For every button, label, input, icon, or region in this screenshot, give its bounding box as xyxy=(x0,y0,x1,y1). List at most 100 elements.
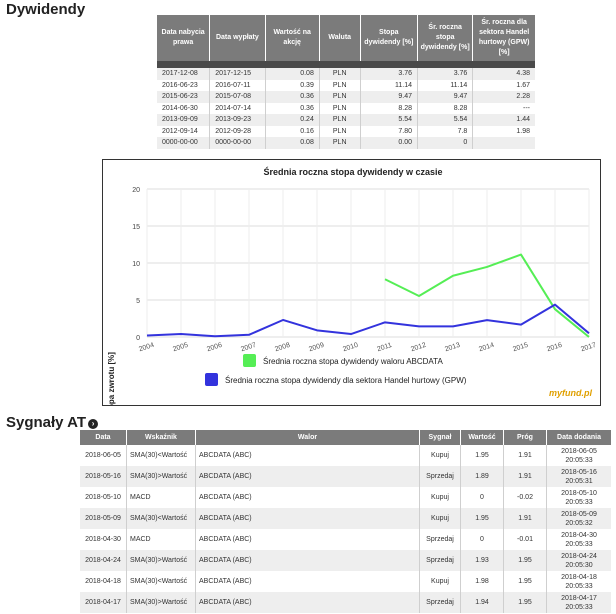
dividend-cell: 9.47 xyxy=(360,91,418,103)
col-header-avg-yield: Śr. roczna stopa dywidendy [%] xyxy=(417,15,474,61)
dividend-cell: PLN xyxy=(319,68,361,80)
signal-cell: Kupuj xyxy=(419,487,461,508)
signal-cell: 1.94 xyxy=(460,592,504,613)
x-tick-label: 2015 xyxy=(512,342,529,354)
signal-cell: Kupuj xyxy=(419,508,461,529)
dividend-row: 2014-06-30 2014-07-14 0.36 PLN 8.28 8.28 --- xyxy=(157,102,535,114)
signal-cell: 2018-05-16 xyxy=(80,466,127,487)
signal-cell: 1.95 xyxy=(460,445,504,466)
col-header-value: Wartość xyxy=(460,430,504,445)
signal-cell: 2018-04-17 xyxy=(80,592,127,613)
dividend-cell: 0.36 xyxy=(265,91,320,103)
legend-swatch xyxy=(205,373,218,386)
signal-row: 2018-06-05 SMA(30)<Wartość ABCDATA (ABC) Ku… xyxy=(80,445,611,466)
dividend-cell: 0.00 xyxy=(360,137,418,149)
signal-cell: -0.01 xyxy=(503,529,547,550)
signal-cell: 2018-05-09 xyxy=(80,508,127,529)
signal-cell: Sprzedaj xyxy=(419,550,461,571)
col-header-date: Data xyxy=(80,430,127,445)
x-tick-label: 2007 xyxy=(240,342,257,354)
x-tick-label: 2013 xyxy=(444,342,461,354)
signal-cell: 1.91 xyxy=(503,445,547,466)
col-header-payment-date: Data wypłaty xyxy=(209,15,266,61)
dividend-row: 2017-12-08 2017-12-15 0.08 PLN 3.76 3.76 4.38 xyxy=(157,68,535,80)
dividend-cell: 0.36 xyxy=(265,102,320,114)
myfund-watermark: myfund.pl xyxy=(549,388,592,398)
signal-cell: 2018-04-30 xyxy=(80,529,127,550)
col-header-dividend-yield: Stopa dywidendy [%] xyxy=(360,15,418,61)
signal-cell: MACD xyxy=(126,487,196,508)
chart-y-axis-label: Stopa zwrotu [%] xyxy=(107,352,116,405)
dividend-cell: 5.54 xyxy=(417,114,474,126)
y-tick-label: 0 xyxy=(136,335,140,342)
col-header-value-per-share: Wartość na akcję xyxy=(265,15,320,61)
x-tick-label: 2005 xyxy=(172,342,189,354)
signal-cell: 2018-05-10 xyxy=(80,487,127,508)
dividend-row: 2013-09-09 2013-09-23 0.24 PLN 5.54 5.54 1.44 xyxy=(157,114,535,126)
dividend-cell xyxy=(472,137,535,149)
dividend-cell: 11.14 xyxy=(360,79,418,91)
signal-cell: 2018-04-24 xyxy=(80,550,127,571)
dividend-cell: 0000-00-00 xyxy=(209,137,266,149)
dividend-row: 2016-06-23 2016-07-11 0.39 PLN 11.14 11.14 1.6… xyxy=(157,79,535,91)
signal-cell: Kupuj xyxy=(419,571,461,592)
signal-cell: SMA(30)>Wartość xyxy=(126,466,196,487)
signal-row: 2018-04-24 SMA(30)>Wartość ABCDATA (ABC) Sp… xyxy=(80,550,611,571)
dividend-cell: PLN xyxy=(319,114,361,126)
dividend-cell: 2017-12-15 xyxy=(209,68,266,80)
signal-cell: ABCDATA (ABC) xyxy=(195,487,420,508)
dividend-cell: 2015-06-23 xyxy=(157,91,211,103)
signal-row: 2018-04-17 SMA(30)>Wartość ABCDATA (ABC) Sp… xyxy=(80,592,611,613)
dividend-cell: 1.67 xyxy=(516,81,530,89)
signal-cell: 1.89 xyxy=(460,466,504,487)
signal-cell: 2018-05-09 20:05:32 xyxy=(546,508,611,529)
dividend-cell: 2012-09-14 xyxy=(157,125,211,137)
dividend-cell: PLN xyxy=(319,91,361,103)
dividend-cell: 0.08 xyxy=(265,68,320,80)
col-header-indicator: Wskaźnik xyxy=(126,430,196,445)
dividend-cell: 2015-07-08 xyxy=(209,91,266,103)
signal-cell: ABCDATA (ABC) xyxy=(195,445,420,466)
col-header-added-date: Data dodania xyxy=(546,430,611,445)
x-tick-label: 2010 xyxy=(342,342,359,354)
dividend-cell: 2017-12-08 xyxy=(157,68,211,80)
legend-label: Średnia roczna stopa dywidendy dla sekto… xyxy=(225,376,467,385)
dividend-cell: 0.24 xyxy=(265,114,320,126)
arrow-right-icon[interactable]: › xyxy=(88,419,99,429)
signal-cell: 2018-04-18 xyxy=(80,571,127,592)
signal-cell: 2018-06-05 xyxy=(80,445,127,466)
signal-cell: 0 xyxy=(460,529,504,550)
dividend-row: 0000-00-00 0000-00-00 0.08 PLN 0.00 0 xyxy=(157,137,535,149)
col-header-record-date: Data nabycia prawa xyxy=(157,15,211,61)
signals-heading[interactable]: Sygnały AT › xyxy=(6,414,99,431)
dividend-cell: PLN xyxy=(319,102,361,114)
dividend-cell: 3.76 xyxy=(417,68,474,80)
signal-cell: 2018-04-17 20:05:33 xyxy=(546,592,611,613)
signal-cell: 1.95 xyxy=(503,592,547,613)
x-tick-label: 2011 xyxy=(376,342,393,353)
signal-cell: 1.95 xyxy=(503,550,547,571)
dividend-cell: PLN xyxy=(319,137,361,149)
dividend-cell: 2016-06-23 xyxy=(157,79,211,91)
dividend-cell: 11.14 xyxy=(417,79,474,91)
series-line xyxy=(146,303,590,338)
y-tick-label: 20 xyxy=(132,187,140,194)
dividend-cell: PLN xyxy=(319,79,361,91)
signal-cell: 1.91 xyxy=(503,466,547,487)
signal-row: 2018-04-18 SMA(30)<Wartość ABCDATA (ABC) Ku… xyxy=(80,571,611,592)
signal-cell: ABCDATA (ABC) xyxy=(195,466,420,487)
dividend-cell: 8.28 xyxy=(360,102,418,114)
col-header-asset: Walor xyxy=(195,430,420,445)
y-tick-label: 15 xyxy=(132,224,140,231)
dividend-yield-chart: Średnia roczna stopa dywidendy w czasie … xyxy=(102,159,601,406)
signal-cell: SMA(30)>Wartość xyxy=(126,550,196,571)
y-tick-label: 10 xyxy=(132,261,140,268)
dividend-cell: 2014-06-30 xyxy=(157,102,211,114)
signal-cell: 2018-04-18 20:05:33 xyxy=(561,573,597,590)
col-header-sector-avg-yield: Śr. roczna dla sektora Handel hurtowy (G… xyxy=(472,15,535,61)
dividend-cell: 5.54 xyxy=(360,114,418,126)
dividends-table: Data nabycia prawa Data wypłaty Wartość … xyxy=(157,15,535,149)
signal-cell: 1.95 xyxy=(460,508,504,529)
signal-cell: ABCDATA (ABC) xyxy=(195,529,420,550)
dividend-cell: 4.38 xyxy=(472,68,535,80)
